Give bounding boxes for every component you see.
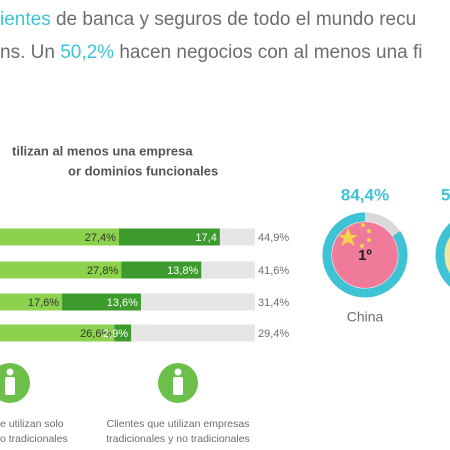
- bar-value-label: 13,6%: [107, 297, 138, 309]
- next-donut-track: [435, 223, 450, 287]
- person-head: [174, 368, 182, 376]
- total-label: 31,4%: [258, 297, 289, 309]
- total-label: 41,6%: [258, 265, 289, 277]
- legend-label: e utilizan solo: [0, 418, 64, 430]
- bar-segment: [118, 228, 220, 246]
- header-text: ientes: [0, 9, 51, 30]
- legend-label: o tradicionales: [0, 433, 68, 445]
- bar-segment: [0, 228, 119, 246]
- header-text: ns. Un: [0, 42, 60, 63]
- bar-value-label: 17,4: [195, 232, 216, 244]
- bar-value-label: 13,8%: [167, 265, 198, 277]
- header-text: hacen negocios con al menos una fi: [114, 42, 422, 63]
- person-body: [5, 377, 15, 395]
- flag-stars: [338, 223, 371, 248]
- legend-label: Clientes que utilizan empresas: [107, 418, 250, 430]
- header-line: ientes de banca y seguros de todo el mun…: [0, 9, 416, 30]
- header-text: de banca y seguros de todo el mundo recu: [51, 9, 416, 30]
- bar-segment: [0, 324, 115, 342]
- chart-subtitle: tilizan al menos una empresa: [12, 143, 193, 158]
- bar-segment: [62, 293, 141, 311]
- header-line: ns. Un 50,2% hacen negocios con al menos…: [0, 42, 423, 63]
- bar-value-label: 2,9%: [103, 328, 128, 340]
- bar-segment: [0, 293, 63, 311]
- donut-rank: 1º: [358, 247, 372, 264]
- donut-category: China: [347, 309, 384, 325]
- donut-value-label: 84,4%: [341, 185, 389, 204]
- bar-segment: [121, 261, 202, 279]
- person-body: [173, 377, 183, 395]
- chart-subtitle: or dominios funcionales: [68, 163, 218, 178]
- donut-arc: [322, 212, 408, 298]
- legend-label: tradicionales y no tradicionales: [106, 433, 250, 445]
- bar-value-label: 26,6%: [80, 328, 111, 340]
- bar-value-label: 27,8%: [87, 265, 118, 277]
- next-donut-label: 5: [441, 185, 450, 204]
- bar-value-label: 17,6%: [28, 297, 59, 309]
- bar-value-label: 27,4%: [85, 232, 116, 244]
- person-head: [6, 368, 14, 376]
- total-label: 29,4%: [258, 328, 289, 340]
- bar-segment: [114, 324, 132, 342]
- bar-segment: [0, 261, 122, 279]
- total-label: 44,9%: [258, 232, 289, 244]
- header-text: 50,2%: [60, 42, 114, 63]
